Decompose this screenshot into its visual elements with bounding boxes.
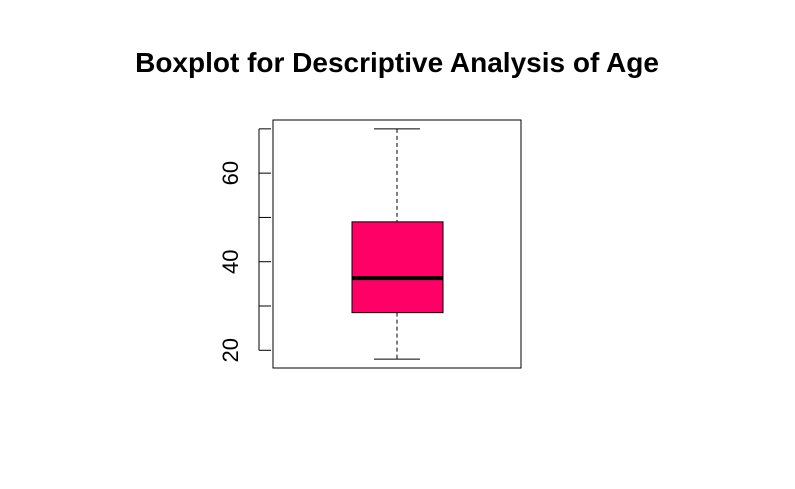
- y-tick-label: 40: [218, 249, 243, 273]
- box-group: [351, 128, 444, 360]
- y-tick-label: 20: [218, 338, 243, 362]
- iqr-box: [351, 221, 444, 314]
- y-axis: 20 40 60: [218, 128, 271, 363]
- y-tick-label: 60: [218, 161, 243, 185]
- chart-title: Boxplot for Descriptive Analysis of Age: [135, 47, 659, 78]
- plot-frame: [272, 119, 522, 369]
